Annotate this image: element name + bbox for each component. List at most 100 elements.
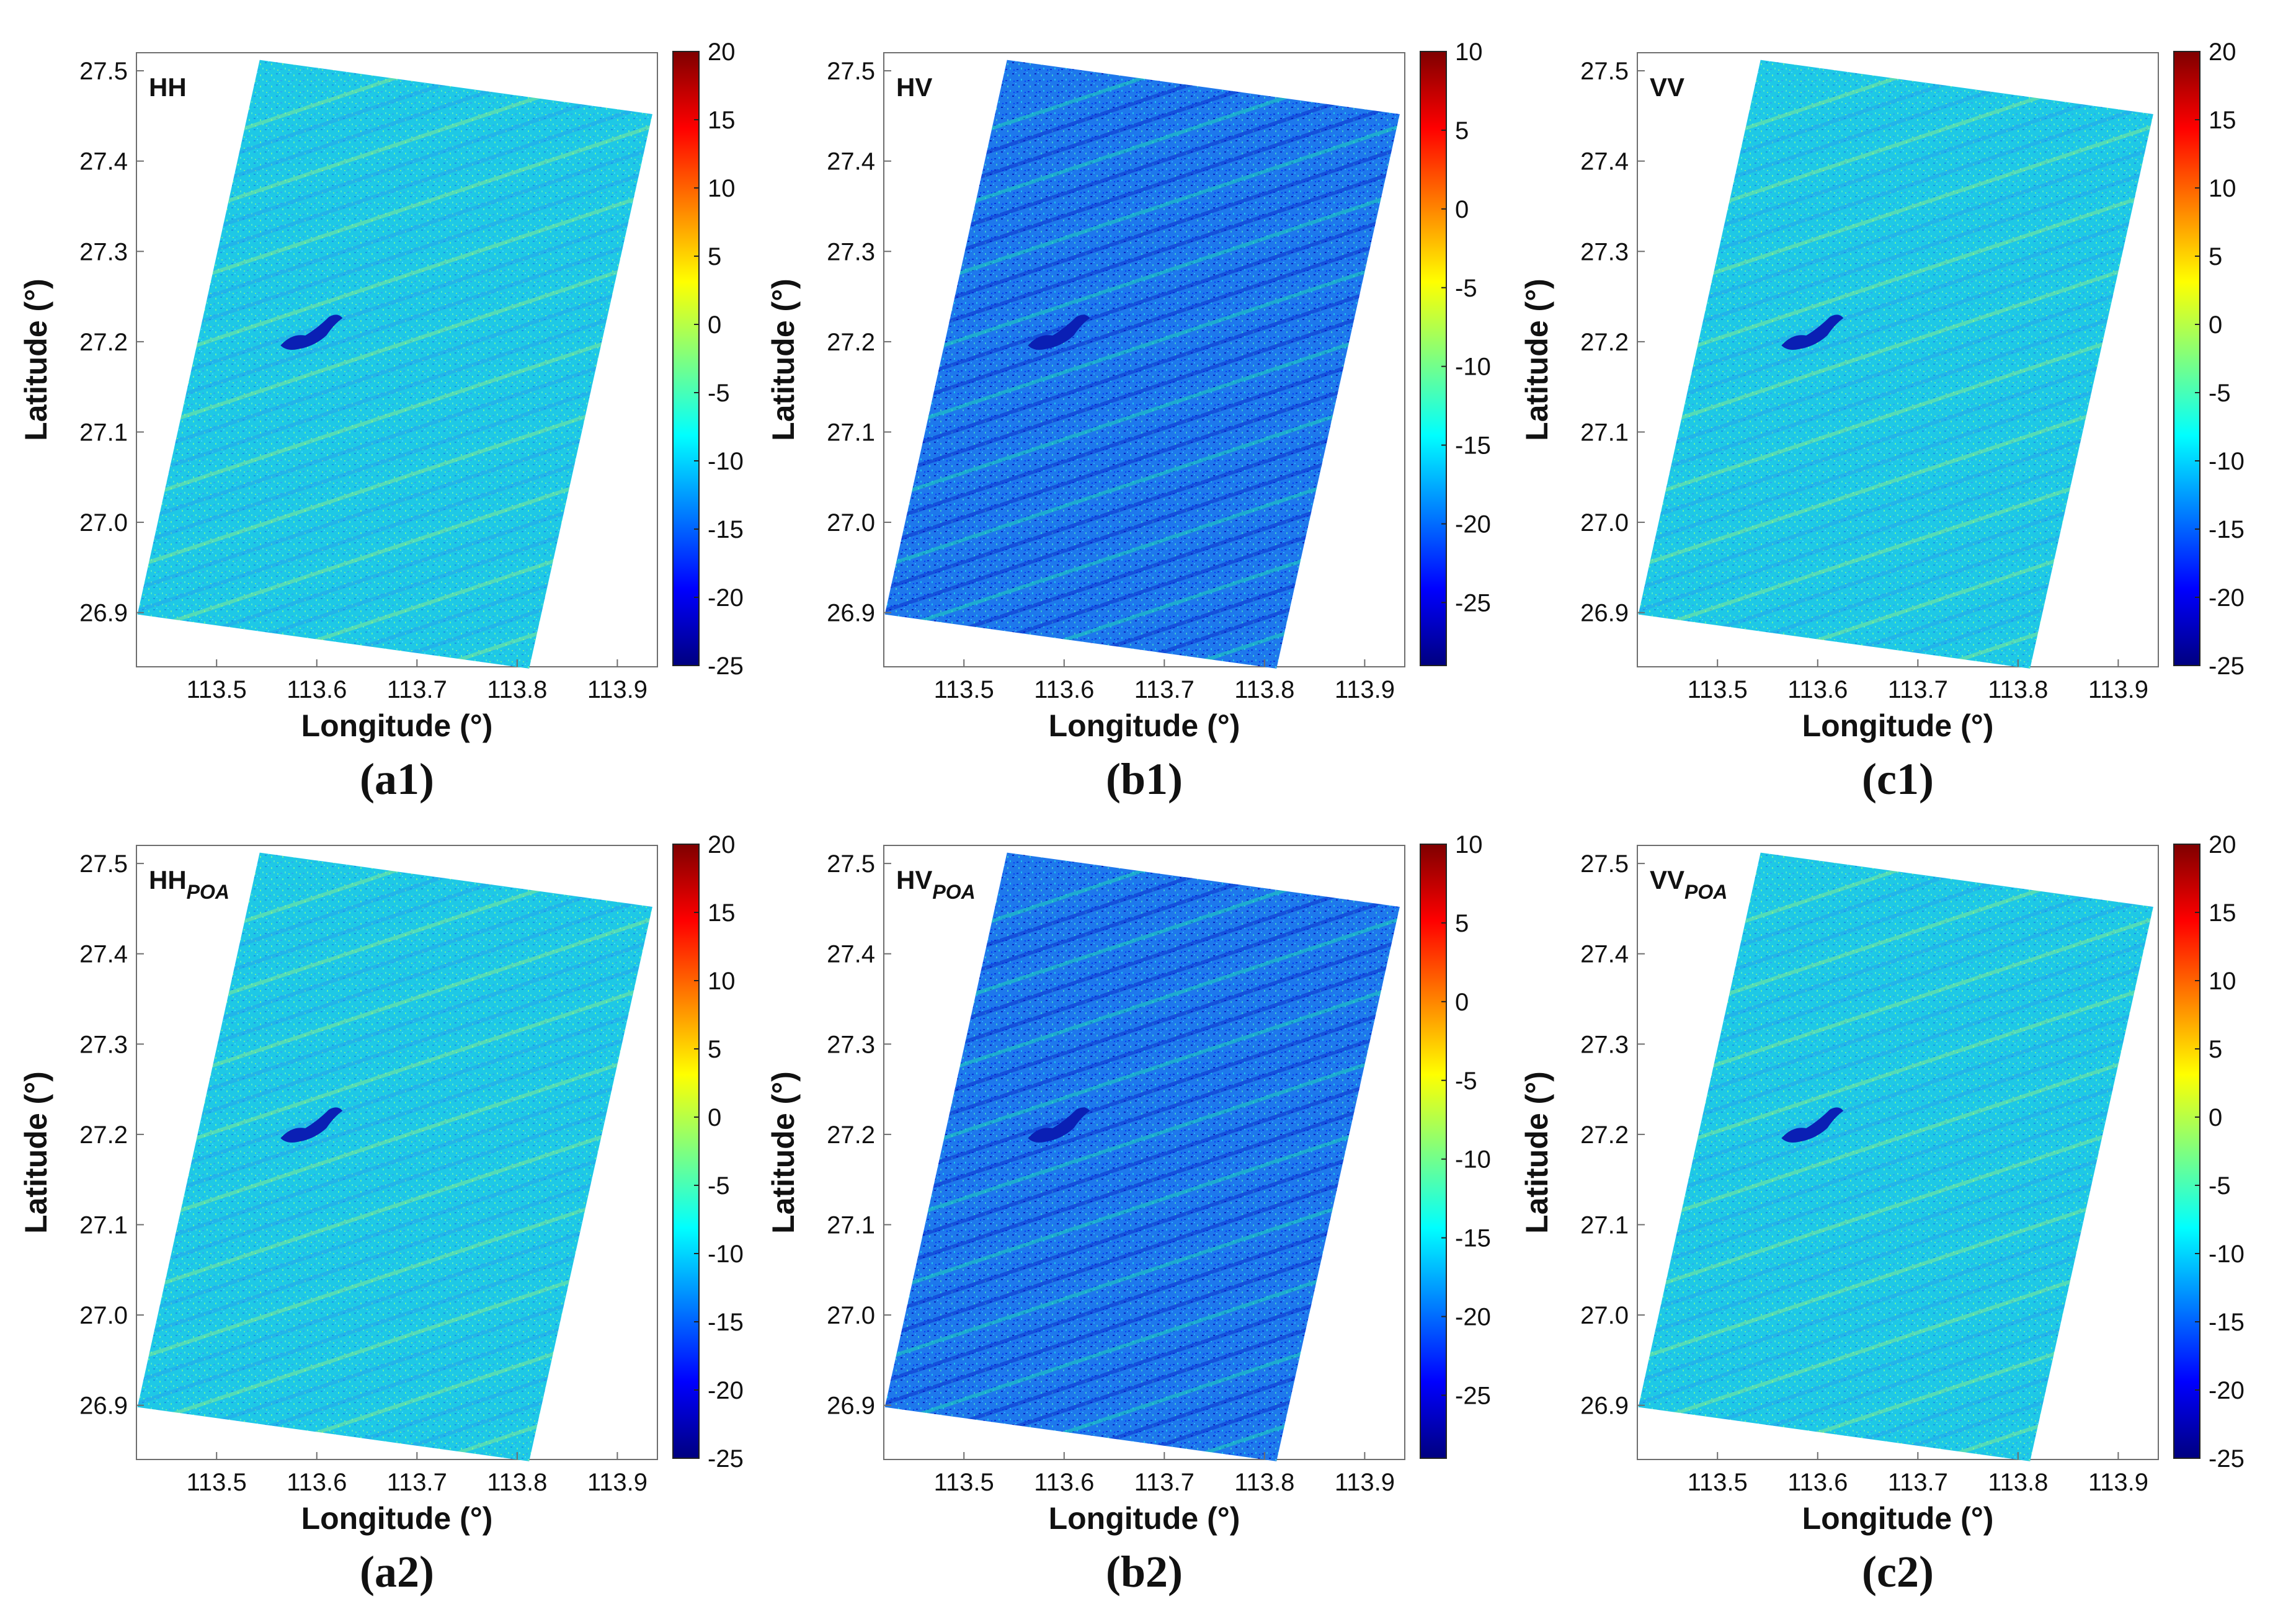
y-tick-label: 27.3 bbox=[827, 238, 875, 265]
y-tick-label: 27.0 bbox=[79, 1302, 128, 1329]
ridge-stripe bbox=[1638, 190, 2153, 367]
colorbar-tick-label: -15 bbox=[1455, 1225, 1491, 1252]
ridge-stripe bbox=[1638, 145, 2153, 323]
ridge-stripe bbox=[137, 368, 652, 546]
ridge-stripe bbox=[1638, 1116, 2153, 1294]
panel-tag: HVPOA bbox=[896, 865, 976, 903]
y-tick-label: 27.3 bbox=[1580, 238, 1629, 265]
y-tick-label: 27.2 bbox=[1580, 1121, 1629, 1149]
y-tick-label: 27.4 bbox=[827, 941, 875, 968]
ridge-stripe bbox=[137, 916, 652, 1093]
x-tick-label: 113.7 bbox=[1134, 1469, 1195, 1496]
y-tick-label: 27.4 bbox=[1580, 941, 1629, 968]
ridge-stripe bbox=[137, 301, 652, 479]
axes-frame bbox=[136, 52, 658, 667]
colorbar-frame bbox=[672, 51, 700, 666]
ridge-stripe bbox=[137, 100, 652, 278]
y-axis: 26.9 27.0 27.1 27.2 27.3 27.4 27.5 bbox=[1580, 58, 1645, 627]
axes-frame bbox=[883, 52, 1405, 667]
ridge-stripe bbox=[137, 1094, 652, 1272]
y-tick-label: 27.1 bbox=[1580, 419, 1629, 446]
panel-caption: (b1) bbox=[1106, 754, 1183, 804]
ridge-stripe bbox=[884, 1206, 1400, 1383]
ridge-stripe bbox=[884, 234, 1400, 412]
ridge-stripe bbox=[137, 960, 652, 1138]
colorbar-tick-label: -15 bbox=[2209, 1309, 2245, 1336]
colorbar-tick-label: -20 bbox=[2209, 584, 2245, 612]
ridge-stripe bbox=[884, 190, 1400, 367]
x-tick-label: 113.7 bbox=[387, 676, 447, 703]
colorbar-tick-label: 5 bbox=[1455, 910, 1469, 937]
ridge-stripe bbox=[884, 123, 1400, 300]
y-tick-label: 27.2 bbox=[79, 329, 128, 356]
ridge-stripe bbox=[137, 938, 652, 1115]
axes-frame bbox=[1637, 845, 2159, 1460]
x-tick-label: 113.8 bbox=[487, 676, 547, 703]
ridge-stripe bbox=[1638, 368, 2153, 546]
y-tick-label: 27.5 bbox=[79, 58, 128, 85]
x-tick-label: 113.7 bbox=[1134, 676, 1195, 703]
y-axis-label: Latitude (°) bbox=[19, 279, 53, 441]
y-tick-label: 27.4 bbox=[1580, 148, 1629, 176]
colorbar: 10 5 0 -5 -10 -15 -20 -25 bbox=[1420, 38, 1491, 666]
y-tick-label: 27.1 bbox=[79, 419, 128, 446]
ridge-stripe bbox=[884, 413, 1400, 590]
y-axis-label: Latitude (°) bbox=[766, 1071, 801, 1234]
colorbar-tick-label: 0 bbox=[2209, 1104, 2222, 1131]
ridge-stripe bbox=[137, 983, 652, 1160]
colorbar-tick-label: -5 bbox=[708, 1172, 730, 1200]
colorbar-tick-label: -20 bbox=[1455, 1304, 1491, 1331]
y-tick-label: 26.9 bbox=[79, 600, 128, 627]
colorbar-tick-label: -25 bbox=[708, 1445, 744, 1473]
panel-caption: (c1) bbox=[1862, 754, 1934, 804]
sar-image-footprint bbox=[137, 852, 652, 1461]
ridge-stripe bbox=[884, 167, 1400, 345]
x-tick-label: 113.5 bbox=[934, 676, 994, 703]
ridge-stripe bbox=[884, 301, 1400, 479]
ridge-stripe bbox=[137, 346, 652, 524]
x-axis-label: Longitude (°) bbox=[301, 708, 493, 743]
ridge-stripe bbox=[884, 938, 1400, 1115]
ridge-stripe bbox=[1638, 279, 2153, 457]
colorbar-tick-label: 0 bbox=[2209, 311, 2222, 339]
axes-frame bbox=[136, 845, 658, 1460]
x-tick-label: 113.6 bbox=[1787, 1469, 1848, 1496]
colorbar: 20 15 10 5 0 -5 -10 -15 -20 -25 bbox=[672, 38, 744, 680]
ridge-stripe bbox=[884, 1139, 1400, 1316]
colorbar-tick-label: 5 bbox=[1455, 117, 1469, 145]
ridge-stripe bbox=[1638, 123, 2153, 300]
y-tick-label: 27.5 bbox=[827, 58, 875, 85]
ridge-stripe bbox=[884, 368, 1400, 546]
ridge-stripe bbox=[884, 212, 1400, 390]
ridge-stripe bbox=[1638, 960, 2153, 1138]
ridge-stripe bbox=[884, 1049, 1400, 1227]
x-tick-label: 113.7 bbox=[387, 1469, 447, 1496]
ridge-stripe bbox=[884, 346, 1400, 524]
colorbar-tick-label: 0 bbox=[708, 1104, 721, 1131]
colorbar-frame bbox=[672, 844, 700, 1459]
colorbar-frame bbox=[2173, 51, 2200, 666]
colorbar-frame bbox=[1420, 51, 1447, 666]
panel-tag-main: VV bbox=[1650, 73, 1684, 102]
ridge-stripe bbox=[1638, 234, 2153, 412]
x-axis: 113.5 113.6 113.7 113.8 113.9 bbox=[187, 1452, 647, 1496]
ridge-stripe bbox=[1638, 324, 2153, 501]
y-tick-label: 26.9 bbox=[79, 1393, 128, 1420]
colorbar-gradient bbox=[1420, 844, 1446, 1458]
x-tick-label: 113.9 bbox=[1335, 676, 1395, 703]
colorbar-tick-label: -15 bbox=[1455, 432, 1491, 460]
x-tick-label: 113.7 bbox=[1888, 676, 1948, 703]
colorbar-tick-label: 20 bbox=[2209, 831, 2236, 858]
ridge-stripe bbox=[1638, 1027, 2153, 1205]
colorbar: 20 15 10 5 0 -5 -10 -15 -20 -25 bbox=[672, 831, 744, 1473]
x-axis: 113.5 113.6 113.7 113.8 113.9 bbox=[1688, 1452, 2148, 1496]
y-tick-label: 27.2 bbox=[79, 1121, 128, 1149]
x-axis-label: Longitude (°) bbox=[1049, 1501, 1240, 1536]
colorbar-tick-label: -25 bbox=[2209, 653, 2245, 680]
ridge-stripe bbox=[1638, 938, 2153, 1115]
panel-tag-subscript: POA bbox=[932, 881, 975, 903]
ridge-stripe bbox=[884, 1072, 1400, 1249]
